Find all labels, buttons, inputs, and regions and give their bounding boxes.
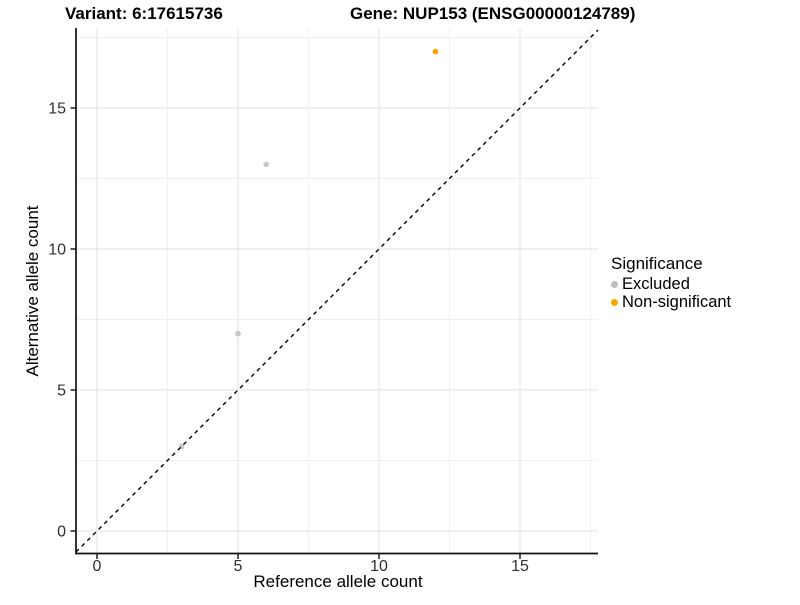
y-tick-label: 15 xyxy=(48,101,66,118)
y-tick-label: 0 xyxy=(57,524,66,541)
y-tick-label: 5 xyxy=(57,383,66,400)
excluded-dot-icon xyxy=(611,281,618,288)
legend-item-non-significant: Non-significant xyxy=(611,294,731,311)
x-tick-label: 10 xyxy=(370,558,388,575)
legend: Significance Excluded Non-significant xyxy=(611,254,731,311)
data-point xyxy=(432,48,439,55)
data-point xyxy=(263,161,270,168)
legend-item-label: Non-significant xyxy=(622,293,732,311)
x-tick-label: 15 xyxy=(511,558,529,575)
legend-item-label: Excluded xyxy=(622,275,690,293)
x-tick-label: 5 xyxy=(234,558,243,575)
gene-title: Gene: NUP153 (ENSG00000124789) xyxy=(350,4,636,23)
identity-line xyxy=(75,29,599,553)
y-tick-label: 10 xyxy=(48,242,66,259)
legend-item-excluded: Excluded xyxy=(611,276,731,293)
legend-title: Significance xyxy=(611,254,703,273)
x-axis-label: Reference allele count xyxy=(253,572,423,591)
variant-title: Variant: 6:17615736 xyxy=(65,4,223,23)
non-significant-dot-icon xyxy=(611,299,618,306)
x-tick-label: 0 xyxy=(93,558,102,575)
data-point xyxy=(235,330,241,337)
y-axis-label: Alternative allele count xyxy=(23,205,42,377)
